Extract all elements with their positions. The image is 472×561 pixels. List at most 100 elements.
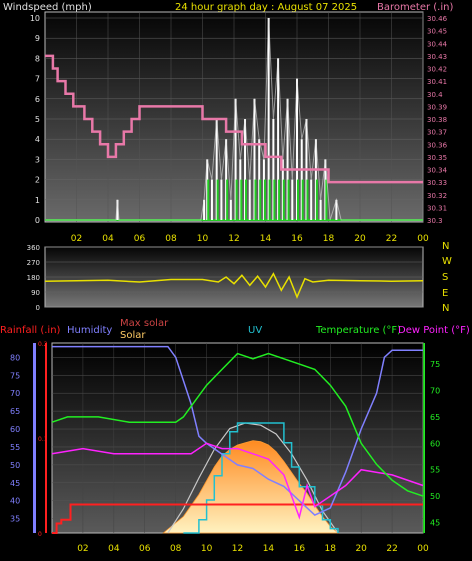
humidity-tick-label: 80 [10, 353, 20, 362]
humidity-tick-label: 70 [10, 389, 20, 398]
barometer-tick-label: 30.41 [427, 78, 447, 86]
chart-title: 24 hour graph day : August 07 2025 [175, 2, 358, 13]
barometer-tick-label: 30.32 [427, 192, 447, 200]
max-solar-line [167, 422, 339, 534]
legend-humidity: Humidity [67, 325, 113, 336]
humidity-tick-label: 65 [10, 407, 20, 416]
top-x-tick-label: 22 [386, 234, 397, 244]
temperature-tick-label: 50 [430, 492, 440, 501]
temperature-tick-label: 45 [430, 518, 440, 527]
barometer-tick-label: 30.45 [427, 28, 447, 36]
barometer-tick-label: 30.42 [427, 66, 447, 74]
rainfall-line [52, 503, 423, 534]
bottom-x-tick-label: 10 [201, 544, 213, 554]
windspeed-axis-label: Windspeed (mph) [3, 2, 92, 13]
bottom-x-tick-label: 22 [386, 544, 397, 554]
barometer-tick-label: 30.38 [427, 116, 447, 124]
bottom-x-tick-label: 14 [263, 544, 275, 554]
top-x-tick-label: 10 [197, 234, 209, 244]
windspeed-tick-label: 10 [30, 14, 40, 23]
barometer-tick-label: 30.34 [427, 167, 448, 175]
dew-point-line [51, 442, 424, 520]
top-x-tick-label: 16 [291, 234, 303, 244]
bottom-x-tick-label: 12 [232, 544, 243, 554]
barometer-tick-label: 30.33 [427, 179, 447, 187]
legend-dew-point: Dew Point (°F) [398, 325, 470, 336]
compass-w: W [442, 256, 452, 267]
bottom-x-tick-label: 08 [170, 544, 182, 554]
windspeed-tick-label: 1 [35, 196, 40, 205]
top-x-tick-label: 00 [417, 234, 429, 244]
windspeed-tick-label: 9 [35, 34, 40, 43]
bottom-x-tick-label: 06 [139, 544, 151, 554]
barometer-axis-label: Barometer (.in) [377, 2, 454, 13]
bottom-x-tick-label: 04 [108, 544, 120, 554]
barometer-tick-label: 30.46 [427, 15, 448, 23]
temperature-line [51, 352, 424, 497]
uv-line [183, 422, 339, 534]
barometer-tick-label: 30.43 [427, 53, 447, 61]
humidity-axis-bar [33, 343, 36, 533]
direction-tick-label: 0 [36, 304, 40, 312]
wind-direction-line [44, 272, 424, 299]
barometer-tick-label: 30.31 [427, 204, 447, 212]
humidity-tick-label: 55 [10, 443, 20, 452]
temperature-tick-label: 75 [430, 360, 440, 369]
direction-tick-label: 90 [31, 289, 40, 297]
top-x-tick-label: 20 [354, 234, 366, 244]
humidity-tick-label: 60 [10, 425, 20, 434]
legend-temperature: Temperature (°F) [316, 325, 402, 336]
barometer-tick-label: 30.3 [427, 217, 443, 225]
barometer-tick-label: 30.4 [427, 91, 443, 99]
windspeed-line [45, 17, 423, 221]
top-x-tick-label: 04 [102, 234, 114, 244]
windspeed-tick-label: 8 [35, 54, 40, 63]
temperature-axis-bar [423, 343, 425, 533]
top-x-tick-label: 12 [228, 234, 239, 244]
legend-solar: Solar [120, 330, 146, 341]
barometer-tick-label: 30.36 [427, 141, 448, 149]
humidity-tick-label: 50 [10, 461, 20, 470]
compass-n-top: N [442, 241, 450, 252]
windspeed-tick-label: 6 [35, 95, 40, 104]
windspeed-tick-label: 7 [35, 75, 40, 84]
barometer-tick-label: 30.44 [427, 40, 448, 48]
barometer-line [45, 54, 423, 184]
temperature-tick-label: 65 [430, 413, 440, 422]
direction-tick-label: 270 [27, 259, 40, 267]
bottom-x-tick-label: 20 [355, 544, 367, 554]
windspeed-tick-label: 3 [35, 155, 40, 164]
windspeed-tick-label: 2 [35, 176, 40, 185]
top-x-tick-label: 08 [165, 234, 177, 244]
barometer-tick-label: 30.39 [427, 103, 447, 111]
compass-s: S [442, 272, 449, 283]
barometer-tick-label: 30.35 [427, 154, 447, 162]
bottom-x-tick-label: 16 [294, 544, 306, 554]
top-x-tick-label: 14 [260, 234, 272, 244]
direction-tick-label: 180 [27, 274, 40, 282]
top-x-tick-label: 06 [134, 234, 146, 244]
windspeed-tick-label: 0 [35, 216, 40, 225]
legend-rainfall: Rainfall (.in) [0, 325, 61, 336]
humidity-tick-label: 40 [10, 497, 20, 506]
direction-tick-label: 360 [27, 244, 40, 252]
temperature-tick-label: 70 [430, 387, 440, 396]
rainfall-tick-label: 0.1 [38, 436, 48, 443]
bottom-x-tick-label: 00 [417, 544, 429, 554]
legend-uv: UV [248, 325, 263, 336]
humidity-line [52, 345, 423, 516]
bottom-x-tick-label: 02 [77, 544, 88, 554]
top-x-tick-label: 02 [71, 234, 82, 244]
windspeed-tick-label: 4 [35, 135, 40, 144]
rainfall-tick-label: 0 [38, 531, 42, 538]
humidity-tick-label: 45 [10, 479, 20, 488]
rainfall-axis-bar [45, 343, 47, 533]
humidity-tick-label: 75 [10, 371, 20, 380]
legend-max-solar: Max solar [120, 318, 169, 329]
windspeed-tick-label: 5 [35, 115, 40, 124]
rainfall-tick-label: 0.2 [38, 341, 48, 348]
bottom-x-tick-label: 18 [325, 544, 337, 554]
temperature-tick-label: 55 [430, 466, 440, 475]
temperature-tick-label: 60 [430, 439, 440, 448]
